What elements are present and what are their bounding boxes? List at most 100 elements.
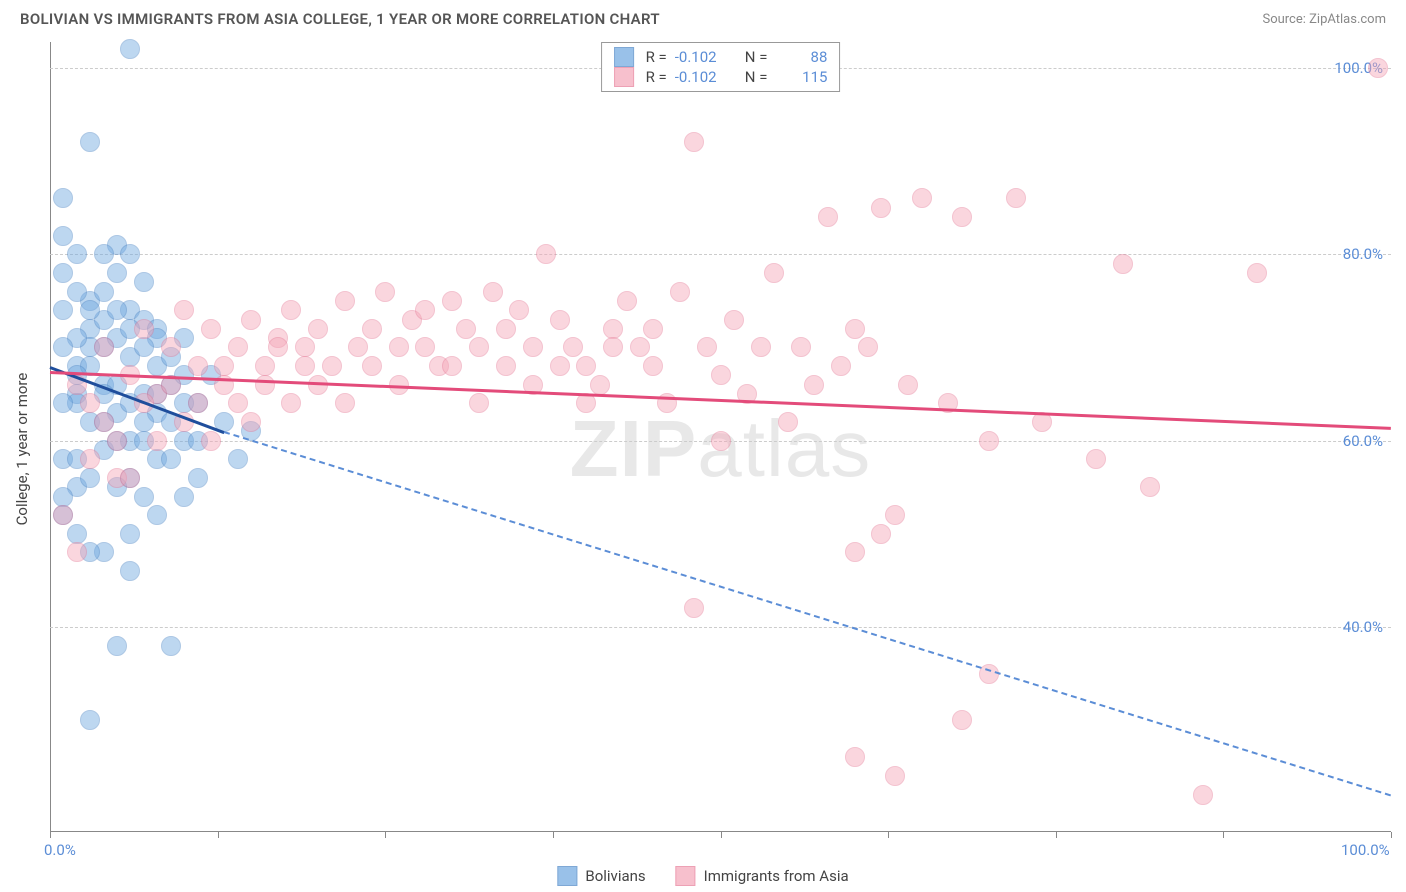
data-point	[563, 337, 583, 357]
data-point	[53, 263, 73, 283]
data-point	[804, 375, 824, 395]
data-point	[442, 356, 462, 376]
data-point	[643, 356, 663, 376]
stat-r-label: R =	[646, 48, 667, 66]
data-point	[831, 356, 851, 376]
data-point	[536, 244, 556, 264]
data-point	[80, 300, 100, 320]
data-point	[174, 487, 194, 507]
data-point	[751, 337, 771, 357]
data-point	[53, 226, 73, 246]
data-point	[295, 337, 315, 357]
data-point	[268, 337, 288, 357]
data-point	[53, 188, 73, 208]
data-point	[442, 291, 462, 311]
data-point	[952, 207, 972, 227]
data-point	[1113, 254, 1133, 274]
data-point	[496, 319, 516, 339]
data-point	[53, 393, 73, 413]
data-point	[53, 300, 73, 320]
x-tick	[1223, 832, 1224, 838]
data-point	[415, 300, 435, 320]
data-point	[80, 710, 100, 730]
plot-surface: College, 1 year or more ZIPatlas 40.0%60…	[50, 40, 1391, 857]
data-point	[308, 319, 328, 339]
data-point	[161, 337, 181, 357]
data-point	[845, 319, 865, 339]
legend-item-bolivians: Bolivians	[557, 866, 645, 886]
data-point	[764, 263, 784, 283]
y-axis-label: College, 1 year or more	[13, 372, 31, 525]
data-point	[670, 282, 690, 302]
legend-item-asia: Immigrants from Asia	[676, 866, 849, 886]
stat-r-label: R =	[646, 68, 667, 86]
swatch-icon	[614, 67, 634, 87]
data-point	[188, 393, 208, 413]
data-point	[107, 431, 127, 451]
x-tick	[888, 832, 889, 838]
data-point	[134, 337, 154, 357]
x-tick-label: 0.0%	[44, 841, 76, 859]
gridline	[50, 254, 1391, 255]
data-point	[80, 468, 100, 488]
data-point	[858, 337, 878, 357]
y-axis	[50, 42, 51, 832]
gridline	[50, 627, 1391, 628]
data-point	[80, 132, 100, 152]
trend-line	[224, 431, 1391, 796]
data-point	[818, 207, 838, 227]
data-point	[120, 561, 140, 581]
y-tick-label: 60.0%	[1343, 432, 1383, 450]
x-tick	[1391, 832, 1392, 838]
y-tick-label: 40.0%	[1343, 618, 1383, 636]
data-point	[952, 710, 972, 730]
data-point	[871, 198, 891, 218]
stats-row: R =-0.102N =88	[614, 47, 828, 67]
data-point	[415, 337, 435, 357]
data-point	[885, 766, 905, 786]
stat-r-value: -0.102	[675, 48, 727, 66]
data-point	[107, 263, 127, 283]
data-point	[1193, 785, 1213, 805]
data-point	[147, 431, 167, 451]
data-point	[241, 412, 261, 432]
data-point	[724, 310, 744, 330]
swatch-icon	[557, 866, 577, 886]
data-point	[120, 468, 140, 488]
data-point	[147, 505, 167, 525]
data-point	[898, 375, 918, 395]
data-point	[469, 393, 489, 413]
data-point	[255, 375, 275, 395]
data-point	[228, 337, 248, 357]
data-point	[94, 412, 114, 432]
data-point	[120, 39, 140, 59]
data-point	[590, 375, 610, 395]
data-point	[483, 282, 503, 302]
data-point	[94, 282, 114, 302]
data-point	[67, 282, 87, 302]
stat-n-label: N =	[745, 48, 768, 66]
data-point	[188, 468, 208, 488]
data-point	[107, 300, 127, 320]
data-point	[630, 337, 650, 357]
legend-label: Bolivians	[585, 867, 645, 885]
data-point	[711, 431, 731, 451]
data-point	[375, 282, 395, 302]
data-point	[845, 542, 865, 562]
stat-n-label: N =	[745, 68, 768, 86]
data-point	[120, 524, 140, 544]
data-point	[67, 524, 87, 544]
data-point	[550, 356, 570, 376]
data-point	[1140, 477, 1160, 497]
data-point	[335, 291, 355, 311]
data-point	[228, 449, 248, 469]
data-point	[161, 636, 181, 656]
data-point	[778, 412, 798, 432]
data-point	[134, 319, 154, 339]
data-point	[80, 449, 100, 469]
data-point	[94, 337, 114, 357]
data-point	[94, 244, 114, 264]
data-point	[389, 337, 409, 357]
data-point	[509, 300, 529, 320]
data-point	[53, 505, 73, 525]
